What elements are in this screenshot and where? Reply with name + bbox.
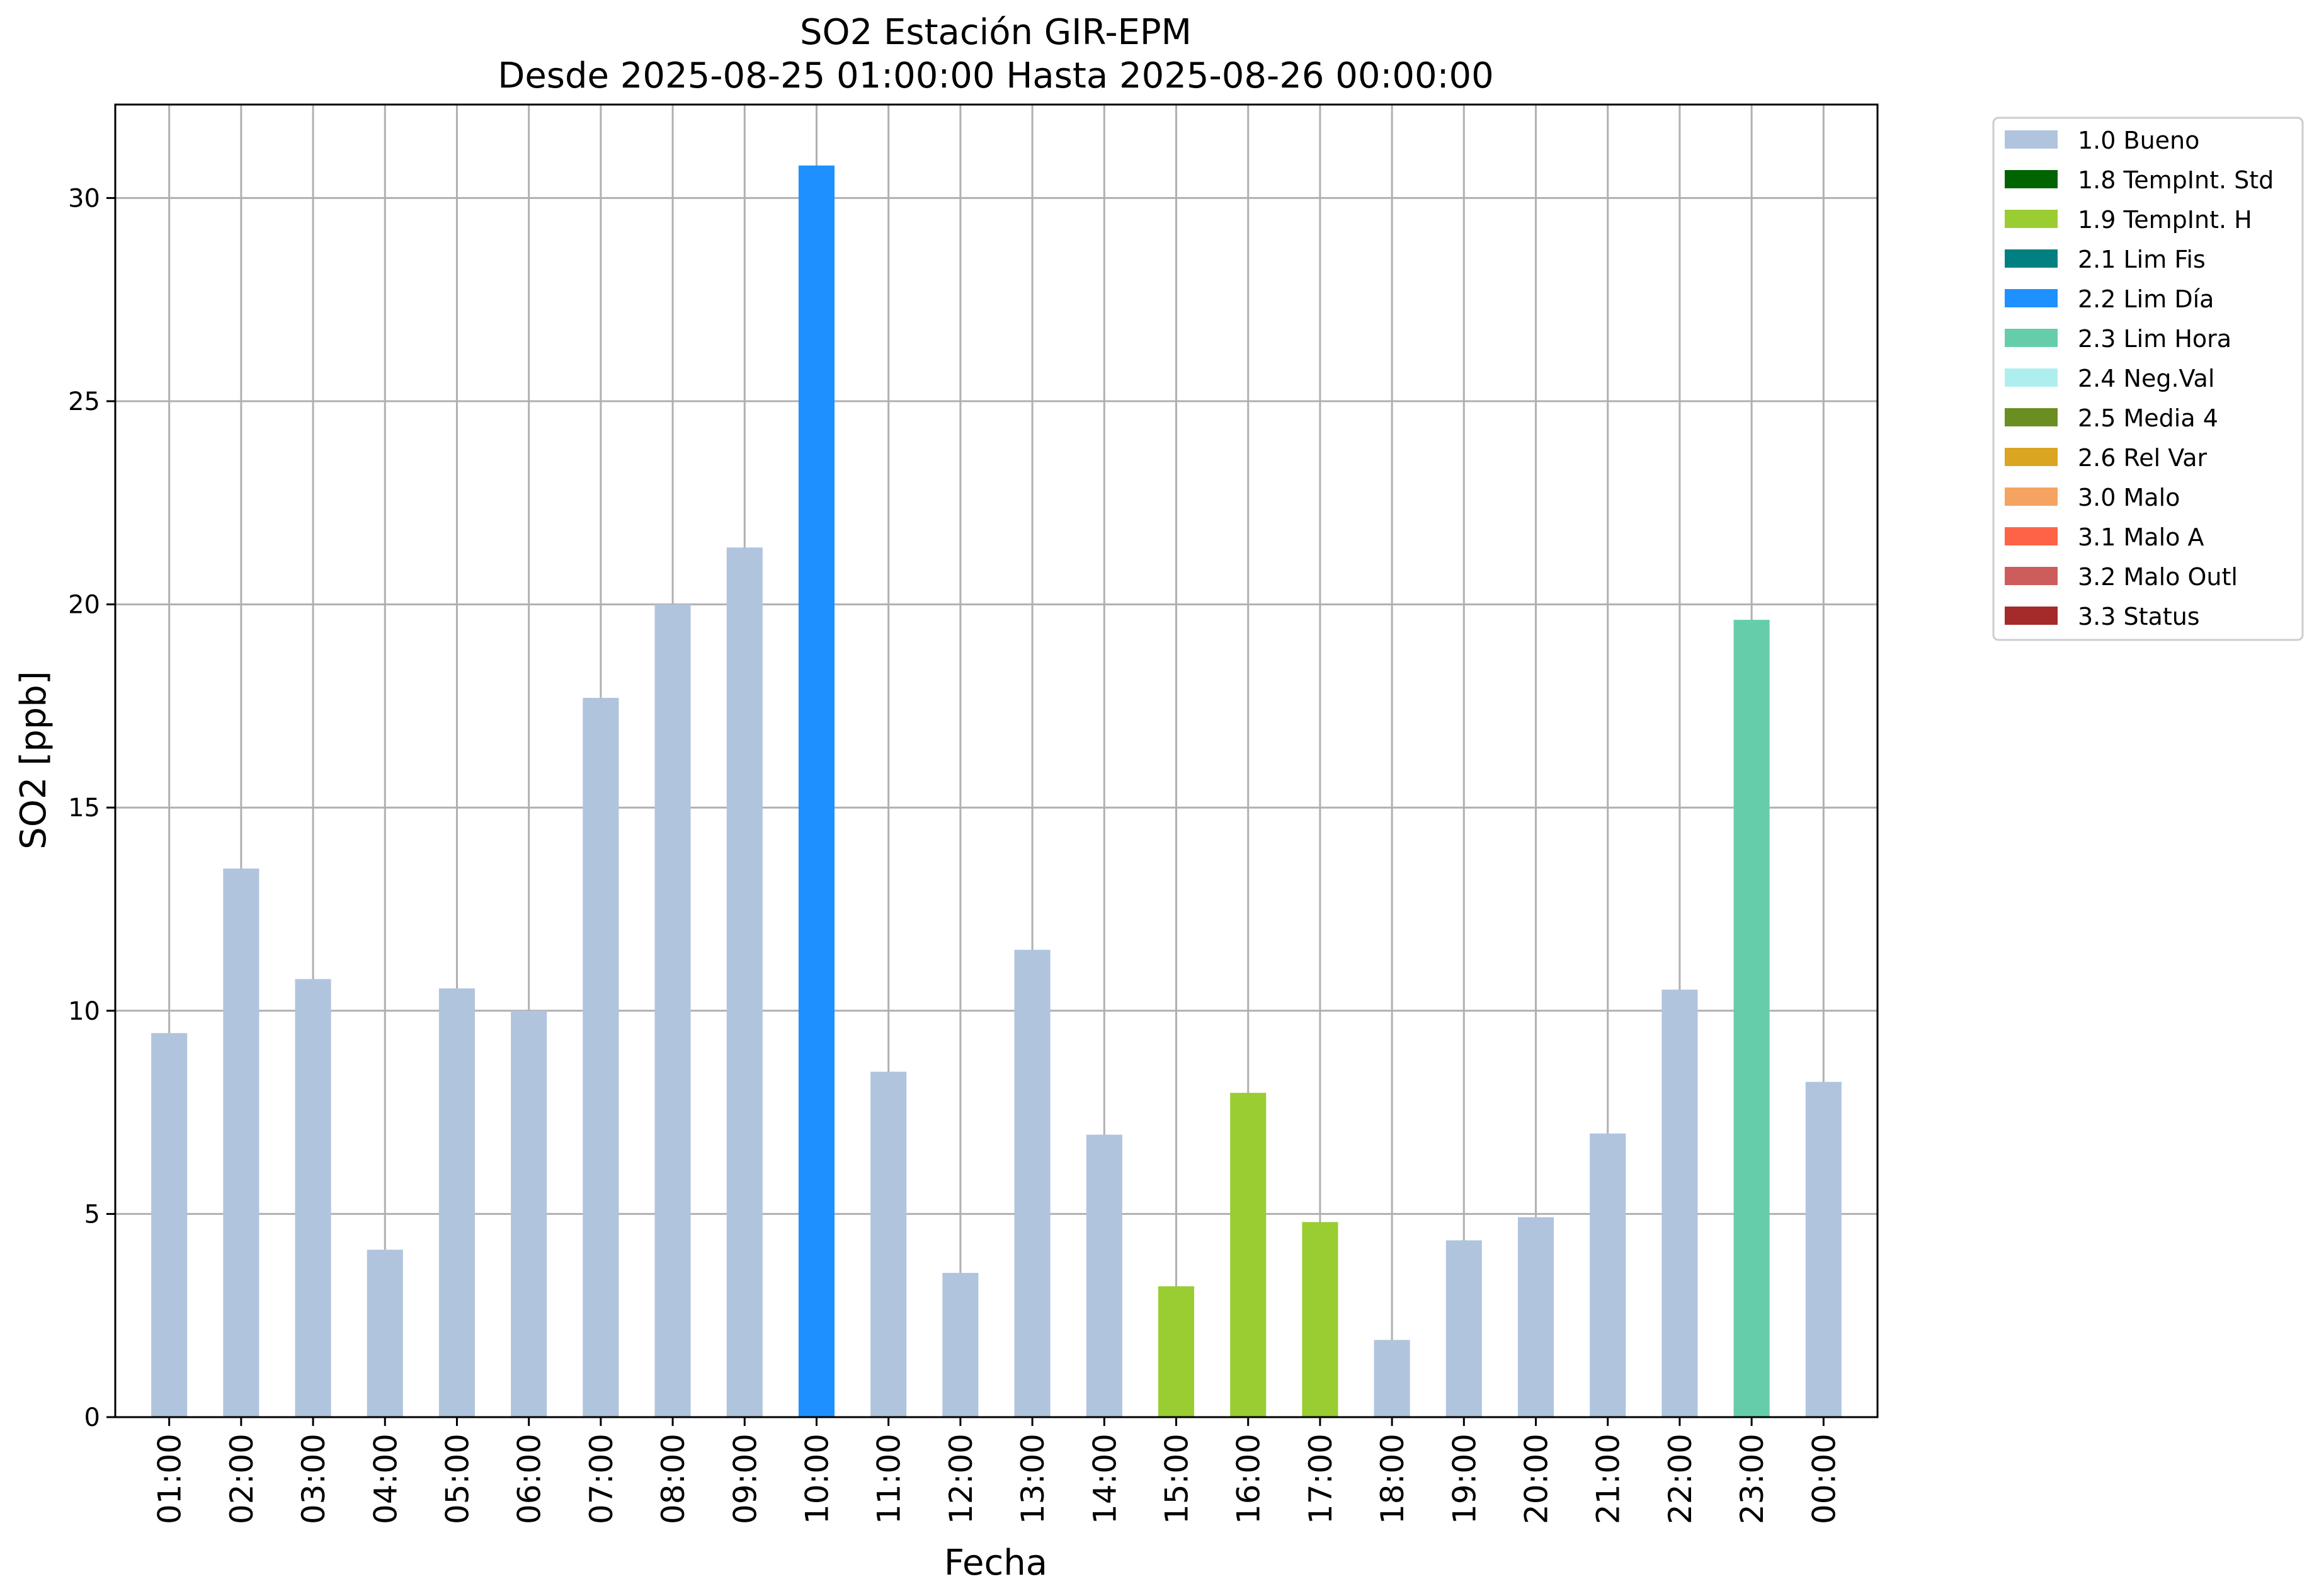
bar-1500 xyxy=(1158,1286,1195,1417)
legend-swatch xyxy=(2005,210,2058,228)
x-tick-label: 05:00 xyxy=(439,1434,476,1524)
legend-swatch xyxy=(2005,487,2058,506)
legend-label: 3.0 Malo xyxy=(2078,484,2180,511)
legend-label: 2.5 Media 4 xyxy=(2078,404,2218,432)
x-tick-label: 04:00 xyxy=(367,1434,404,1524)
y-tick-label: 20 xyxy=(68,591,100,620)
x-tick-label: 03:00 xyxy=(295,1434,332,1524)
legend-swatch xyxy=(2005,170,2058,188)
bar-0100 xyxy=(151,1033,188,1417)
y-tick-label: 25 xyxy=(68,387,100,416)
legend-swatch xyxy=(2005,130,2058,149)
x-tick-label: 18:00 xyxy=(1374,1434,1411,1524)
legend-label: 1.8 TempInt. Std xyxy=(2078,166,2274,194)
x-axis-label: Fecha xyxy=(944,1542,1047,1583)
plot-frame xyxy=(114,103,1879,1418)
bar-0400 xyxy=(367,1250,403,1417)
legend: 1.0 Bueno 1.8 TempInt. Std 1.9 TempInt. H 2… xyxy=(1992,117,2304,641)
x-tick-label: 14:00 xyxy=(1086,1434,1123,1524)
bar-1600 xyxy=(1230,1093,1267,1417)
legend-swatch xyxy=(2005,368,2058,387)
x-tick-label: 11:00 xyxy=(871,1434,908,1524)
bar-0800 xyxy=(654,604,691,1417)
bar-1800 xyxy=(1374,1340,1410,1417)
x-tick-label: 00:00 xyxy=(1806,1434,1842,1524)
bar-0200 xyxy=(223,868,259,1417)
y-axis-label: SO2 [ppb] xyxy=(13,671,54,849)
x-tick-label: 09:00 xyxy=(727,1434,763,1524)
chart-subtitle: Desde 2025-08-25 01:00:00 Hasta 2025-08-… xyxy=(498,55,1494,96)
bar-1300 xyxy=(1014,950,1051,1417)
x-tick-label: 08:00 xyxy=(655,1434,692,1524)
x-tick-label: 22:00 xyxy=(1662,1434,1699,1524)
legend-label: 3.3 Status xyxy=(2078,603,2200,630)
legend-label: 2.3 Lim Hora xyxy=(2078,325,2231,353)
x-tick-label: 23:00 xyxy=(1734,1434,1770,1524)
y-tick-label: 0 xyxy=(84,1403,100,1432)
bar-0300 xyxy=(295,979,331,1417)
chart-title: SO2 Estación GIR-EPM xyxy=(800,12,1192,53)
bar-1400 xyxy=(1086,1134,1122,1417)
bar-1200 xyxy=(942,1272,979,1417)
legend-swatch xyxy=(2005,567,2058,585)
x-tick-label: 10:00 xyxy=(799,1434,835,1524)
legend-label: 2.1 Lim Fis xyxy=(2078,246,2206,273)
bar-2200 xyxy=(1661,989,1698,1417)
bar-1100 xyxy=(870,1071,907,1417)
x-tick-label: 02:00 xyxy=(224,1434,260,1524)
bar-2100 xyxy=(1590,1133,1626,1417)
legend-swatch xyxy=(2005,329,2058,347)
y-tick-label: 5 xyxy=(84,1200,100,1229)
legend-swatch xyxy=(2005,249,2058,268)
x-tick-label: 06:00 xyxy=(511,1434,548,1524)
y-axis-ticks: 0 5 10 15 20 25 30 xyxy=(68,184,115,1432)
bar-1000 xyxy=(798,165,835,1418)
bar-2000 xyxy=(1517,1217,1554,1417)
x-tick-label: 07:00 xyxy=(583,1434,620,1524)
legend-label: 2.6 Rel Var xyxy=(2078,444,2208,472)
x-tick-label: 20:00 xyxy=(1518,1434,1555,1524)
x-tick-label: 21:00 xyxy=(1590,1434,1627,1524)
legend-label: 1.0 Bueno xyxy=(2078,127,2199,154)
legend-label: 2.4 Neg.Val xyxy=(2078,365,2214,392)
y-tick-label: 30 xyxy=(68,184,100,213)
legend-frame xyxy=(1992,117,2304,641)
x-tick-label: 15:00 xyxy=(1159,1434,1195,1524)
x-tick-label: 13:00 xyxy=(1015,1434,1051,1524)
bar-0900 xyxy=(726,547,763,1418)
bar-0000 xyxy=(1805,1081,1842,1417)
bar-2300 xyxy=(1733,620,1770,1417)
bar-1700 xyxy=(1302,1222,1338,1417)
y-tick-label: 15 xyxy=(68,794,100,823)
y-tick-label: 10 xyxy=(68,997,100,1026)
x-tick-label: 12:00 xyxy=(943,1434,979,1524)
x-tick-label: 16:00 xyxy=(1231,1434,1267,1524)
legend-label: 2.2 Lim Día xyxy=(2078,285,2214,313)
legend-label: 3.2 Malo Outl xyxy=(2078,563,2238,591)
legend-label: 1.9 TempInt. H xyxy=(2078,206,2252,234)
bar-0500 xyxy=(438,988,476,1417)
legend-label: 3.1 Malo A xyxy=(2078,523,2204,551)
legend-swatch xyxy=(2005,527,2058,545)
x-tick-label: 01:00 xyxy=(152,1434,188,1524)
bar-0600 xyxy=(511,1010,547,1417)
bar-0700 xyxy=(583,697,619,1417)
legend-swatch xyxy=(2005,289,2058,307)
legend-swatch xyxy=(2005,408,2058,426)
x-tick-label: 19:00 xyxy=(1446,1434,1483,1524)
legend-swatch xyxy=(2005,448,2058,466)
x-axis-ticks: 01:00 02:00 03:00 04:00 05:00 06:00 07:00 08:00… xyxy=(152,1417,1842,1524)
x-tick-label: 17:00 xyxy=(1302,1434,1339,1524)
bars-group xyxy=(151,165,1842,1418)
bar-1900 xyxy=(1445,1240,1482,1417)
legend-swatch xyxy=(2005,607,2058,625)
